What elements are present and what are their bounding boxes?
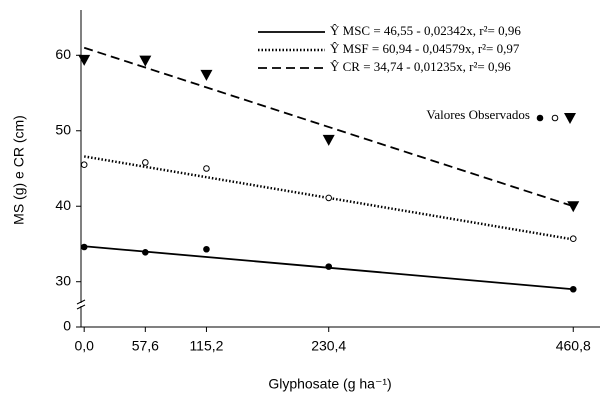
y-tick-label: 30 <box>55 272 71 288</box>
legend-label: Ŷ MSF = 60,94 - 0,04579x, r²= 0,97 <box>330 41 520 56</box>
axis-break <box>76 304 86 310</box>
marker <box>78 54 91 66</box>
axis-break <box>76 299 86 305</box>
legend-label: Ŷ CR = 34,74 - 0,01235x, r²= 0,96 <box>330 59 511 74</box>
y-tick-label: 40 <box>55 197 71 213</box>
marker <box>203 165 210 172</box>
marker <box>325 263 333 270</box>
marker <box>569 285 577 293</box>
marker <box>142 159 149 166</box>
marker <box>569 235 577 242</box>
marker <box>142 248 149 256</box>
legend-label: Ŷ MSC = 46,55 - 0,02342x, r²= 0,96 <box>330 23 521 38</box>
annotation: Valores Observados <box>426 107 530 122</box>
fit-line <box>83 155 574 241</box>
marker <box>564 113 576 124</box>
x-axis-label: Glyphosate (g ha⁻¹) <box>268 376 391 392</box>
marker <box>80 243 88 251</box>
marker <box>551 114 559 122</box>
y-tick-label: 60 <box>55 46 71 62</box>
marker <box>322 134 335 146</box>
fit-line <box>83 46 574 208</box>
marker <box>200 69 213 81</box>
marker <box>80 161 88 169</box>
x-tick-label: 460,8 <box>556 338 591 354</box>
marker <box>567 201 580 213</box>
x-tick-label: 115,2 <box>189 338 223 354</box>
y-axis-label: MS (g) e CR (cm) <box>11 115 27 225</box>
x-tick-label: 230,4 <box>311 338 346 354</box>
x-tick-label: 57,6 <box>132 338 159 354</box>
marker <box>203 245 210 253</box>
marker <box>325 194 333 202</box>
marker <box>139 55 152 67</box>
y-tick-label: 50 <box>55 121 71 137</box>
y-tick-label: 0 <box>63 318 71 334</box>
marker <box>536 114 544 122</box>
x-tick-label: 0,0 <box>74 338 94 354</box>
